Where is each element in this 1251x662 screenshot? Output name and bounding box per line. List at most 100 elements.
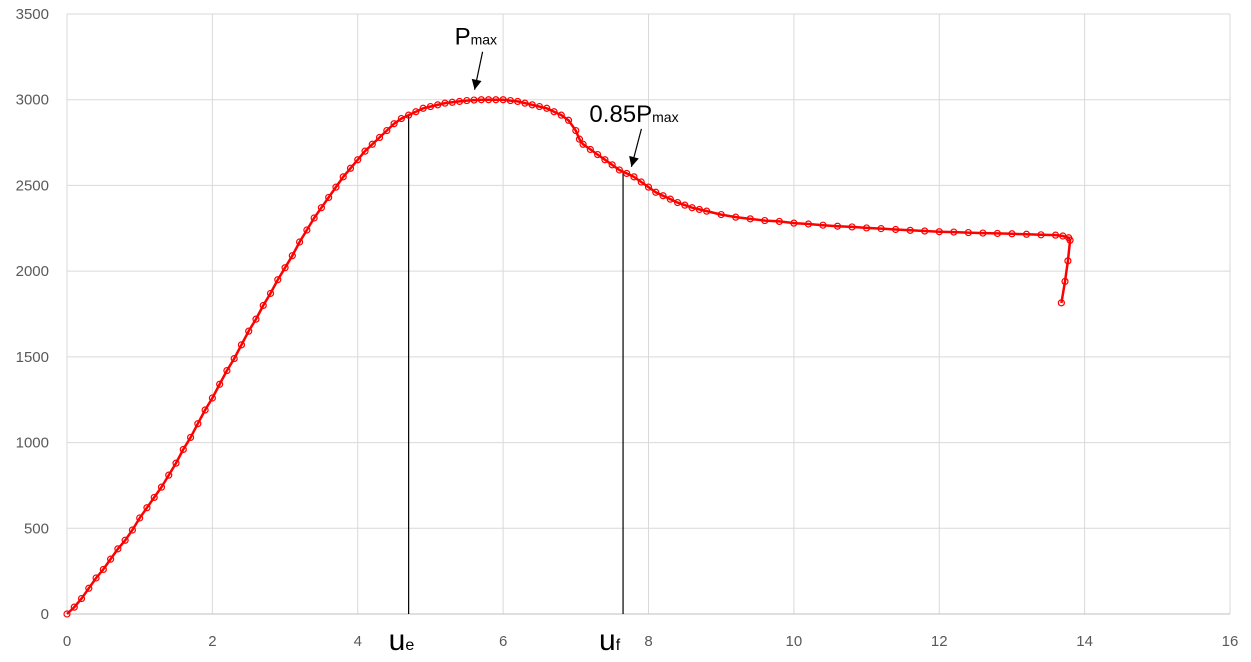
data-point (543, 104, 551, 112)
axes (66, 14, 1230, 615)
data-point (521, 99, 529, 107)
data-point (695, 205, 703, 214)
data-point (194, 420, 202, 428)
data-point (121, 536, 129, 544)
data-point (746, 215, 754, 223)
data-point (296, 238, 304, 246)
data-point (506, 96, 514, 105)
data-point (455, 97, 464, 106)
data-point (630, 173, 638, 181)
data-point (564, 116, 573, 124)
data-point (375, 133, 384, 142)
data-point (673, 198, 682, 207)
data-point (70, 603, 78, 611)
data-point (317, 204, 326, 212)
x-tick-label: 8 (644, 633, 652, 650)
data-point (136, 514, 144, 522)
y-tick-label: 1500 (16, 349, 49, 366)
data-point (288, 252, 296, 260)
data-point (964, 228, 972, 237)
ue-label: ue (389, 624, 415, 657)
data-point (681, 201, 689, 209)
data-point (819, 221, 827, 229)
data-point (354, 156, 362, 164)
data-point (412, 108, 420, 116)
data-point (245, 327, 253, 335)
data-point (172, 459, 180, 467)
data-point (623, 169, 631, 178)
y-tick-label: 1000 (16, 435, 49, 452)
data-point (892, 225, 900, 234)
data-point (862, 224, 871, 232)
data-point (63, 610, 71, 618)
data-point (230, 354, 238, 363)
data-point (259, 301, 267, 310)
data-point (208, 394, 216, 402)
data-point (644, 183, 653, 191)
data-point (434, 101, 442, 109)
data-point (1037, 231, 1045, 239)
data-point (266, 289, 275, 298)
data-point (441, 99, 449, 107)
data-point (950, 228, 958, 236)
data-point (484, 96, 493, 104)
x-tick-label: 10 (786, 633, 803, 650)
data-point (935, 228, 943, 236)
data-point (237, 341, 246, 349)
data-point (575, 135, 584, 143)
series-load-displacement (63, 96, 1074, 618)
x-tick-labels: 0 2 4 6 8 10 12 14 16 (63, 633, 1239, 650)
data-point (143, 504, 151, 512)
data-point (652, 188, 660, 196)
data-point (77, 594, 86, 603)
data-point (303, 226, 311, 234)
data-point (1061, 277, 1069, 286)
data-point (252, 315, 260, 323)
data-point (223, 366, 231, 375)
data-point (833, 222, 842, 230)
data-point (528, 101, 536, 109)
data-point (325, 193, 333, 202)
data-point (201, 406, 209, 414)
data-point (1022, 230, 1031, 238)
data-point (717, 210, 725, 219)
data-point (666, 195, 674, 203)
data-point (775, 217, 783, 226)
y-tick-label: 3000 (16, 92, 49, 109)
data-point (405, 111, 413, 119)
data-point (179, 445, 187, 454)
data-point (470, 96, 478, 104)
annotations: Pmax 0.85Pmax ue uf (389, 24, 679, 657)
data-point (877, 225, 885, 233)
data-point (1057, 299, 1065, 307)
data-point (804, 220, 813, 228)
data-point (463, 96, 471, 105)
data-point (586, 145, 594, 154)
data-point (368, 140, 376, 148)
x-tick-label: 4 (354, 633, 362, 650)
uf-label: uf (599, 624, 621, 657)
x-tick-label: 14 (1076, 633, 1093, 650)
gridlines (67, 13, 1231, 614)
p085-arrow-head (629, 155, 639, 167)
data-point (274, 276, 282, 284)
data-point (492, 96, 500, 104)
data-point (85, 584, 93, 592)
data-point (1008, 230, 1016, 238)
data-point (332, 183, 340, 191)
data-point (608, 161, 616, 169)
data-point (186, 433, 195, 442)
data-point (601, 156, 609, 164)
pmax-label: Pmax (455, 24, 497, 51)
y-tick-label: 2500 (16, 177, 49, 194)
data-point (397, 114, 405, 123)
data-point (906, 226, 914, 234)
data-point (99, 565, 107, 574)
x-tick-label: 16 (1222, 633, 1239, 650)
data-point (165, 471, 173, 479)
data-point (448, 98, 456, 106)
data-point (848, 223, 856, 231)
data-point (128, 526, 137, 534)
data-point (114, 545, 122, 553)
x-tick-label: 0 (63, 633, 71, 650)
